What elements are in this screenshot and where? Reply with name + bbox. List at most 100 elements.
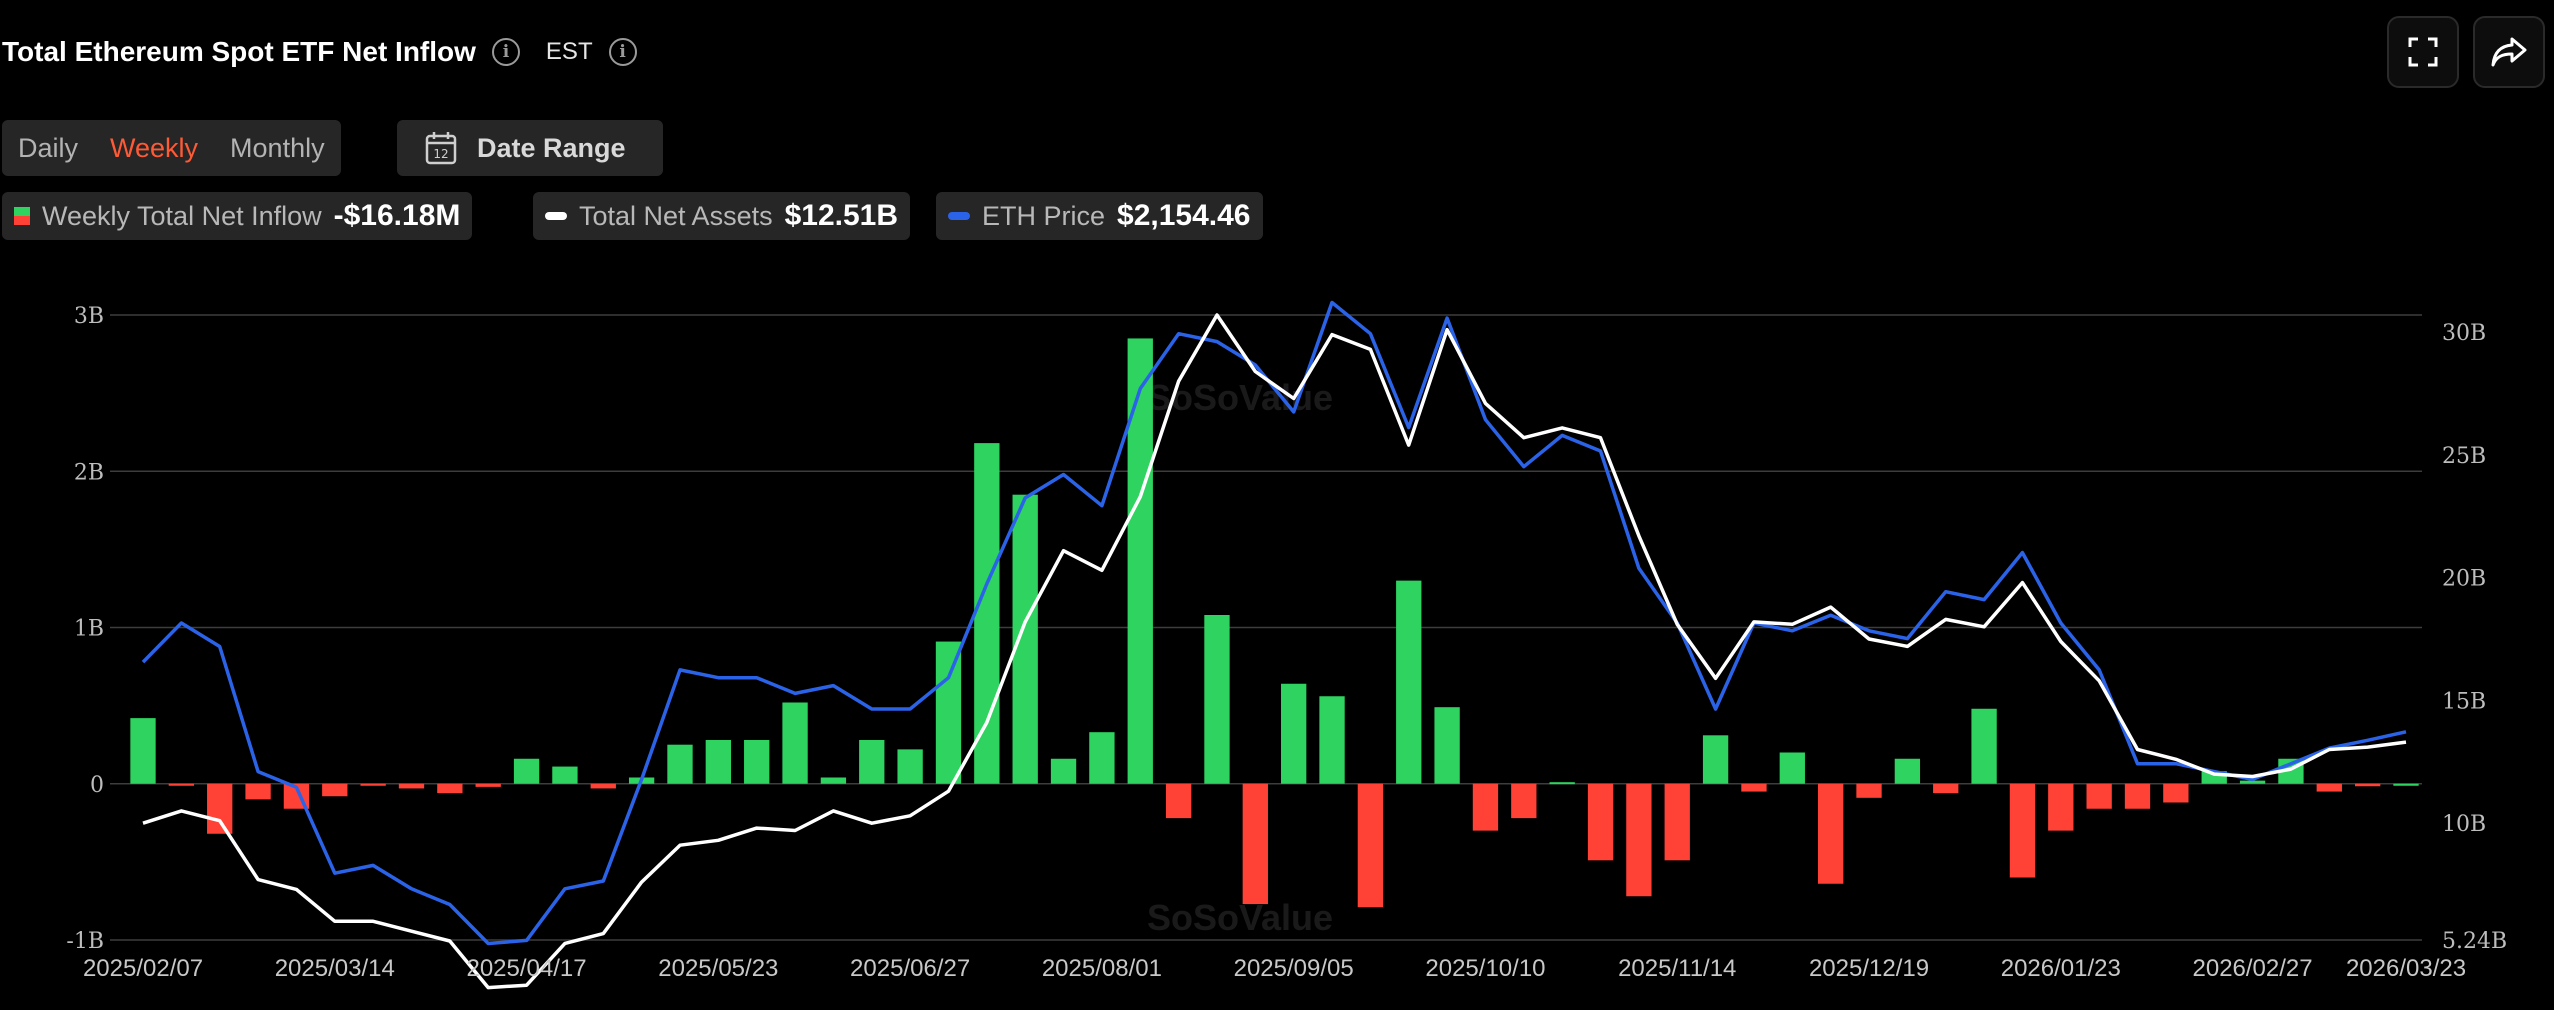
tab-weekly[interactable]: Weekly — [110, 132, 199, 163]
inflow-bar[interactable] — [2354, 783, 2381, 787]
inflow-bar[interactable] — [1626, 783, 1652, 897]
left-axis-tick: 0 — [90, 773, 104, 798]
inflow-bar[interactable] — [552, 766, 578, 784]
fullscreen-button[interactable] — [2387, 16, 2459, 88]
x-axis-tick: 2025/05/23 — [658, 955, 778, 982]
inflow-bar[interactable] — [1702, 735, 1729, 784]
legend-eth-price[interactable]: ETH Price $2,154.46 — [936, 192, 1263, 240]
inflow-bar[interactable] — [1357, 783, 1384, 908]
total-net-assets-line[interactable] — [142, 313, 2407, 990]
inflow-bar[interactable] — [1664, 783, 1690, 861]
right-axis-tick: 10B — [2442, 812, 2486, 837]
x-axis-tick: 2025/04/17 — [466, 955, 586, 982]
inflow-bar[interactable] — [2163, 783, 2189, 803]
x-axis-tick: 2026/02/27 — [2193, 955, 2313, 982]
inflow-bar[interactable] — [2239, 780, 2266, 784]
legend-value: -$16.18M — [333, 199, 461, 232]
calendar-icon: 12 — [425, 132, 457, 165]
x-axis-tick: 2026/03/23 — [2346, 955, 2466, 982]
eth-price-line[interactable] — [141, 300, 2407, 946]
left-axis-tick: 1B — [74, 617, 104, 642]
inflow-bar[interactable] — [1089, 732, 1115, 784]
inflow-bar[interactable] — [1549, 782, 1575, 785]
inflow-bar[interactable] — [667, 744, 693, 784]
inflow-bar[interactable] — [1396, 580, 1422, 784]
right-axis-tick: 5.24B — [2442, 929, 2507, 954]
inflow-bar[interactable] — [1971, 708, 1997, 784]
share-button[interactable] — [2473, 16, 2545, 88]
inflow-bar[interactable] — [782, 702, 808, 784]
inflow-bar[interactable] — [1856, 783, 1882, 798]
inflow-bar[interactable] — [1281, 683, 1307, 784]
inflow-bar[interactable] — [322, 783, 348, 797]
x-axis-tick: 2025/11/14 — [1618, 955, 1736, 982]
legend-total-net-assets[interactable]: Total Net Assets $12.51B — [533, 192, 911, 240]
x-axis-tick: 2025/02/07 — [83, 955, 203, 982]
inflow-bar[interactable] — [2393, 783, 2419, 786]
inflow-bar[interactable] — [207, 783, 233, 834]
inflow-bar[interactable] — [1741, 783, 1767, 792]
x-axis-tick: 2026/01/23 — [2001, 955, 2121, 982]
inflow-bar[interactable] — [437, 783, 463, 794]
inflow-bar[interactable] — [1894, 758, 1921, 784]
inflow-bar[interactable] — [935, 641, 962, 784]
info-icon[interactable]: i — [491, 38, 520, 66]
x-axis-tick: 2025/06/27 — [850, 955, 970, 982]
svg-text:12: 12 — [433, 147, 448, 161]
inflow-bar[interactable] — [897, 749, 923, 784]
inflow-bar[interactable] — [1242, 783, 1268, 905]
inflow-bar[interactable] — [1933, 783, 1959, 794]
tab-daily[interactable]: Daily — [18, 132, 79, 163]
inflow-bar[interactable] — [974, 443, 1000, 784]
inflow-bar[interactable] — [1818, 783, 1844, 884]
inflow-bar[interactable] — [2009, 783, 2036, 878]
inflow-bar[interactable] — [1779, 752, 1805, 784]
timezone-label: EST — [545, 38, 593, 65]
x-axis-tick: 2025/12/19 — [1809, 955, 1929, 982]
fullscreen-icon — [2408, 37, 2438, 67]
legend-name: ETH Price — [982, 200, 1106, 231]
inflow-bar[interactable] — [1319, 696, 1345, 784]
inflow-bar[interactable] — [513, 758, 540, 784]
inflow-bar[interactable] — [1511, 783, 1537, 819]
inflow-bar[interactable] — [1472, 783, 1499, 831]
inflow-bar[interactable] — [168, 783, 195, 786]
inflow-legend-icon — [14, 207, 30, 225]
x-axis-tick: 2025/03/14 — [275, 955, 395, 982]
right-axis-tick: 15B — [2442, 689, 2486, 714]
page-title: Total Ethereum Spot ETF Net Inflow — [2, 36, 476, 67]
inflow-bar[interactable] — [1050, 758, 1077, 784]
inflow-bar[interactable] — [2048, 783, 2074, 831]
inflow-bar[interactable] — [1012, 494, 1038, 784]
date-range-button[interactable]: 12 Date Range — [397, 120, 663, 176]
inflow-bar[interactable] — [1165, 783, 1192, 819]
right-axis-tick: 20B — [2442, 567, 2486, 592]
inflow-bar[interactable] — [245, 783, 271, 800]
legend-name: Total Net Assets — [579, 200, 773, 231]
inflow-bar[interactable] — [705, 740, 731, 784]
inflow-bar[interactable] — [475, 783, 501, 787]
inflow-bar[interactable] — [2124, 783, 2151, 809]
inflow-bar[interactable] — [820, 777, 847, 784]
share-icon — [2491, 37, 2527, 67]
inflow-bar[interactable] — [1127, 338, 1153, 784]
inflow-bar[interactable] — [2316, 783, 2342, 792]
inflow-bar[interactable] — [1434, 707, 1460, 784]
inflow-bar[interactable] — [398, 783, 425, 789]
price-legend-swatch — [948, 212, 970, 220]
inflow-bar[interactable] — [360, 783, 386, 786]
inflow-bar[interactable] — [2086, 783, 2112, 809]
inflow-bar[interactable] — [130, 718, 156, 784]
watermark: SoSoValue — [1147, 897, 1333, 938]
inflow-bar[interactable] — [1204, 615, 1230, 784]
inflow-bar[interactable] — [859, 740, 885, 784]
inflow-bar[interactable] — [1587, 783, 1614, 861]
inflow-bar[interactable] — [744, 740, 770, 784]
right-axis-tick: 25B — [2442, 444, 2486, 469]
timezone-info-icon[interactable]: i — [608, 38, 637, 66]
legend-weekly-inflow[interactable]: Weekly Total Net Inflow -$16.18M — [2, 192, 473, 240]
legend-value: $2,154.46 — [1117, 199, 1251, 232]
tab-monthly[interactable]: Monthly — [230, 132, 325, 163]
x-axis-tick: 2025/10/10 — [1425, 955, 1545, 982]
inflow-bar[interactable] — [590, 783, 616, 789]
